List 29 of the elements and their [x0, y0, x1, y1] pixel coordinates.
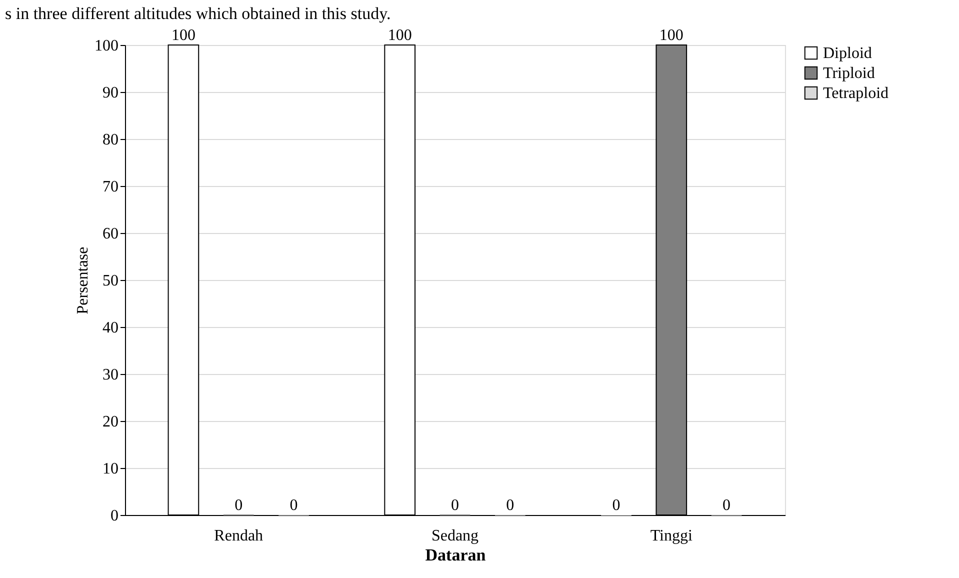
data-label: 0 — [234, 497, 243, 514]
x-tick-label: Rendah — [214, 528, 264, 544]
y-tick-label: 10 — [102, 460, 118, 478]
y-tick-label: 20 — [102, 414, 118, 430]
data-label: 100 — [171, 27, 196, 44]
y-tick-label: 50 — [102, 272, 118, 290]
y-tick-label: 90 — [102, 84, 118, 102]
data-label: 0 — [506, 497, 514, 514]
data-label: 100 — [388, 27, 412, 44]
text: s in three different altitudes which obtained in this study. — [5, 4, 391, 23]
data-label: 0 — [290, 497, 298, 514]
x-tick-label: Sedang — [431, 528, 479, 544]
x-axis-title: Dataran — [425, 546, 486, 564]
data-label: 0 — [612, 497, 620, 514]
legend-label: Diploid — [823, 45, 872, 62]
y-tick-label: 100 — [94, 38, 118, 54]
y-tick-label: 60 — [102, 226, 118, 242]
y-axis-title: Persentase — [74, 246, 92, 314]
x-tick-label: Tinggi — [650, 528, 693, 544]
y-tick-label: 0 — [110, 508, 118, 524]
data-label: 100 — [659, 27, 684, 44]
y-tick-label: 30 — [102, 366, 118, 384]
data-label: 0 — [451, 497, 459, 514]
y-tick-label: 70 — [102, 178, 118, 196]
data-label: 0 — [722, 497, 731, 514]
y-tick-label: 80 — [102, 132, 118, 148]
legend-label: Triploid — [823, 65, 875, 82]
legend-label: Tetraploid — [823, 85, 889, 102]
y-tick-label: 40 — [102, 320, 118, 336]
